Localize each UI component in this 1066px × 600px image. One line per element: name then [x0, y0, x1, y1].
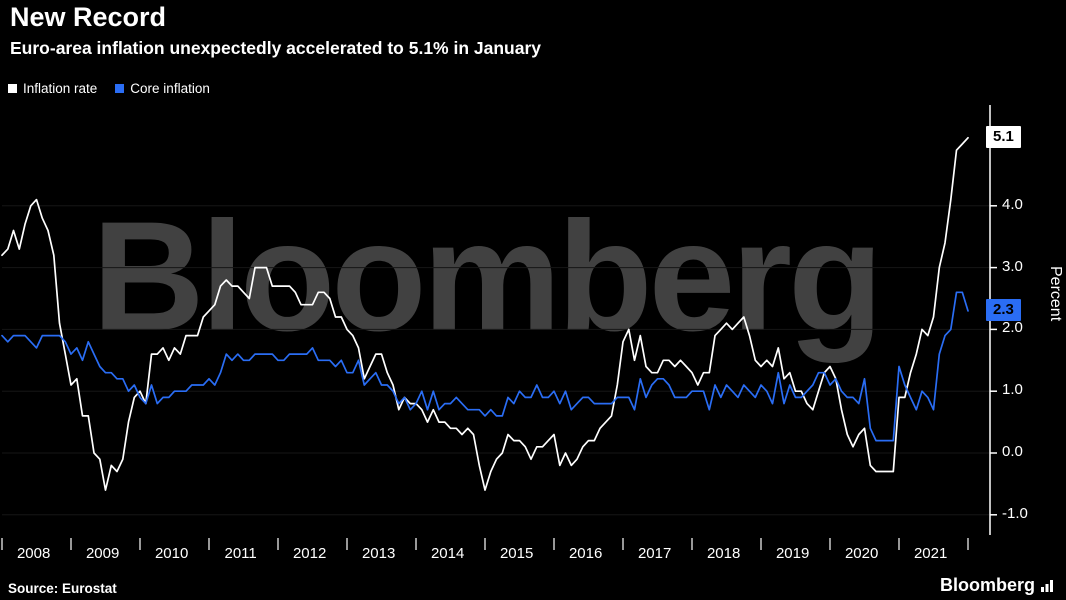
source-text: Source: Eurostat — [8, 581, 117, 596]
legend-label: Inflation rate — [23, 81, 98, 96]
inflation-rate-swatch-icon — [8, 84, 17, 93]
chart-subtitle: Euro-area inflation unexpectedly acceler… — [10, 38, 542, 59]
legend-item-inflation-rate: Inflation rate — [8, 81, 97, 96]
core-inflation-swatch-icon — [115, 84, 125, 93]
chart-title: New Record — [10, 2, 167, 32]
legend-label: Core inflation — [130, 81, 210, 96]
series-line-inflation-rate — [1, 136, 969, 491]
series-line-core-inflation — [1, 291, 969, 442]
y-axis-label: Percent — [1047, 266, 1064, 322]
bloomberg-watermark: Bloomberg — [92, 190, 883, 364]
bloomberg-logo-text: Bloomberg — [939, 575, 1035, 595]
bloomberg-logo-chart-icon — [1041, 579, 1053, 592]
chart-legend: Inflation rate Core inflation — [8, 81, 210, 96]
bloomberg-logo: Bloomberg — [940, 575, 1054, 596]
chart-header: New Record Euro-area inflation unexpecte… — [10, 2, 541, 59]
legend-item-core-inflation: Core inflation — [115, 81, 210, 96]
